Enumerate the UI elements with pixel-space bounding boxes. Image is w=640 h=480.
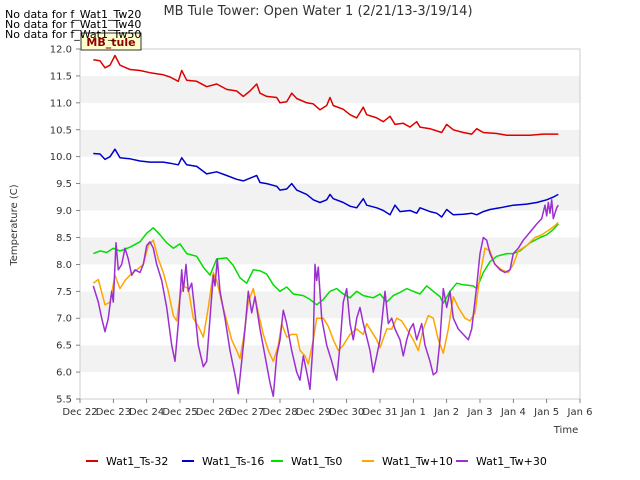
missing-data-note-1: No data for f_Wat1_Tw20 (5, 8, 142, 21)
grid-band (80, 210, 580, 238)
x-tick-label: Dec 31 (362, 407, 397, 418)
y-tick-label: 6.0 (56, 368, 72, 379)
grid-band (80, 291, 580, 319)
y-tick-label: 10.5 (50, 125, 72, 136)
x-tick-label: Dec 28 (262, 407, 297, 418)
y-tick-label: 10.0 (50, 152, 72, 163)
grid-band (80, 102, 580, 130)
y-tick-label: 5.5 (56, 395, 72, 406)
y-tick-label: 8.0 (56, 260, 72, 271)
x-tick-label: Jan 2 (433, 407, 459, 418)
y-tick-label: 9.5 (56, 179, 72, 190)
y-tick-label: 12.0 (50, 45, 72, 56)
missing-data-note-3: No data for f_Wat1_Tw50 (5, 28, 142, 41)
x-tick-label: Jan 6 (567, 407, 593, 418)
plot-frame (79, 48, 581, 400)
grid-band (80, 372, 580, 399)
series-line-wat1-tw-10 (92, 221, 559, 365)
legend-label-wat1-ts-16: Wat1_Ts-16 (202, 455, 264, 468)
grid-band (80, 264, 580, 292)
x-tick-label: Jan 3 (467, 407, 493, 418)
y-tick-label: 8.5 (56, 233, 72, 244)
x-tick-label: Dec 30 (329, 407, 364, 418)
x-tick-label: Jan 5 (533, 407, 559, 418)
x-tick-label: Dec 26 (196, 407, 231, 418)
legend-label-wat1-ts0: Wat1_Ts0 (291, 455, 342, 468)
y-tick-label: 6.5 (56, 341, 72, 352)
x-tick-label: Jan 1 (400, 407, 426, 418)
grid-band (80, 49, 580, 76)
chart-title: MB Tule Tower: Open Water 1 (2/21/13-3/1… (163, 4, 472, 19)
series-layer (92, 54, 559, 398)
grid-band (80, 345, 580, 373)
legend-label-wat1-tw-30: Wat1_Tw+30 (476, 455, 547, 468)
x-tick-label: Dec 22 (62, 407, 97, 418)
site-tag-label: MB_tule (86, 36, 135, 49)
x-tick-label: Dec 25 (162, 407, 197, 418)
legend-label-wat1-tw-10: Wat1_Tw+10 (382, 455, 453, 468)
series-line-wat1-ts-32 (93, 54, 559, 136)
y-tick-label: 9.0 (56, 206, 72, 217)
grid-bands (80, 49, 580, 399)
x-tick-label: Dec 29 (296, 407, 331, 418)
y-axis-label: Temperature (C) (9, 184, 20, 266)
x-tick-label: Jan 4 (500, 407, 526, 418)
grid-band (80, 237, 580, 265)
grid-band (80, 183, 580, 211)
grid-band (80, 129, 580, 157)
site-tag: MB_tule (80, 32, 142, 51)
series-line-wat1-ts-16 (93, 148, 559, 218)
y-tick-label: 11.0 (50, 98, 72, 109)
x-tick-label: Dec 27 (229, 407, 264, 418)
x-tick-label: Dec 23 (96, 407, 131, 418)
x-axis-label: Time (553, 425, 578, 436)
y-tick-label: 7.5 (56, 287, 72, 298)
y-tick-label: 11.5 (50, 71, 72, 82)
x-tick-label: Dec 24 (129, 407, 164, 418)
legend-label-wat1-ts-32: Wat1_Ts-32 (106, 455, 168, 468)
y-axis-ticks: 5.5 6.0 6.5 7.0 7.5 8.0 8.5 9.0 9.5 10.0 10.5 11.0 1… (50, 45, 80, 406)
site-tag-box (80, 32, 142, 51)
legend: Wat1_Ts-32 Wat1_Ts-16 Wat1_Ts0 Wat1_Tw+10 Wa… (86, 455, 547, 468)
y-tick-label: 7.0 (56, 314, 72, 325)
missing-data-note-2: No data for f_Wat1_Tw40 (5, 18, 142, 31)
grid-band (80, 156, 580, 184)
series-line-wat1-tw-30 (92, 199, 559, 398)
